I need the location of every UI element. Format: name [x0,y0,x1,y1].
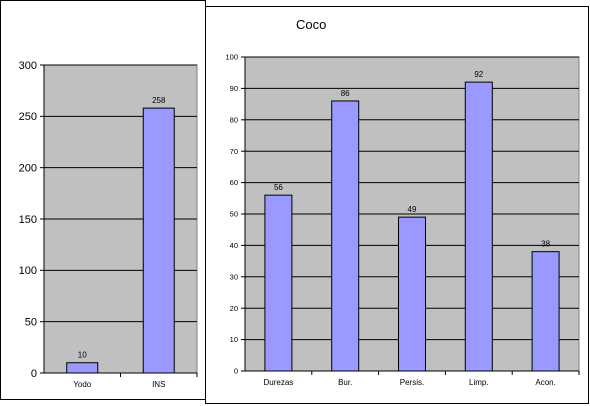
x-tick-label: Limp. [469,378,489,387]
y-tick-label: 150 [19,214,37,226]
y-tick-label: 30 [230,272,238,281]
x-tick-label: Acon. [535,378,555,387]
x-tick-label: INS [152,380,165,389]
x-tick-label: Bur. [338,378,352,387]
x-tick-label: Persis. [400,378,424,387]
bar-yodo [66,362,99,374]
labels: 0 50 100 150 200 250 300 10 Yodo 258 INS [19,60,166,389]
chart-coco: Coco 0 10 20 30 40 50 60 70 80 90 100 56 Durezas 86 Bu… [225,17,580,387]
x-tick-label: Durezas [264,378,294,387]
bar-persis [398,216,426,372]
y-tick-label: 0 [31,368,37,380]
y-tick-label: 70 [230,147,238,156]
data-label: 258 [152,96,166,105]
axes [40,64,198,377]
data-label: 56 [274,183,283,192]
data-label: 38 [541,240,550,249]
data-label: 86 [341,89,350,98]
y-tick-label: 60 [230,178,238,187]
y-tick-label: 300 [19,60,37,72]
data-label: 49 [408,205,417,214]
y-tick-label: 50 [25,317,37,329]
y-tick-label: 200 [19,163,37,175]
y-tick-label: 90 [230,84,238,93]
bar-ins [142,107,175,374]
chart-title: Coco [296,17,326,32]
data-label: 92 [474,70,483,79]
bar-durezas [264,194,293,372]
bars [66,107,175,374]
bar-limp [464,81,493,372]
y-tick-label: 20 [230,304,238,313]
y-tick-label: 100 [225,53,238,62]
bar-acon [531,251,560,372]
y-tick-label: 80 [230,115,238,124]
labels: 0 10 20 30 40 50 60 70 80 90 100 56 Durezas 86 Bur. 49 P… [225,53,555,387]
y-tick-label: 10 [230,335,238,344]
y-tick-label: 40 [230,241,238,250]
axes [241,56,580,375]
chart-iodine-ins: 0 50 100 150 200 250 300 10 Yodo 258 INS [19,60,198,389]
data-label: 10 [78,351,87,360]
bar-bur [331,100,360,372]
y-tick-label: 250 [19,111,37,123]
y-tick-label: 100 [19,265,37,277]
x-tick-label: Yodo [73,380,92,389]
y-tick-label: 0 [234,367,238,376]
y-tick-label: 50 [230,210,238,219]
